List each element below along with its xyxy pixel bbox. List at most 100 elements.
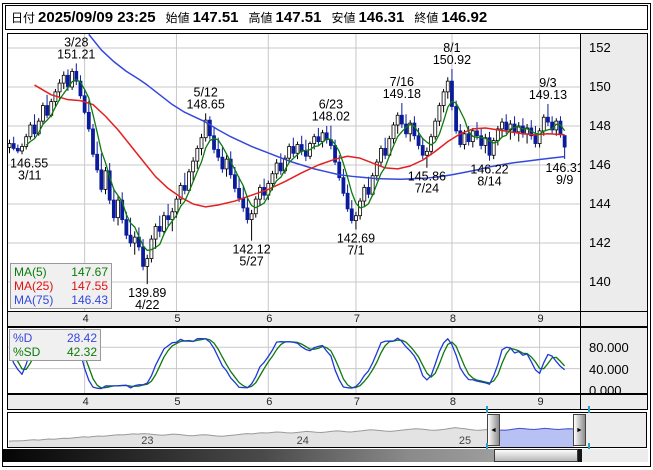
price-chart-panel[interactable]: 3/28 151.21 146.55 3/11 139.89 4/22 5/12 148.65…: [7, 33, 584, 312]
candle-body: [383, 148, 388, 156]
high-label: 高値: [248, 11, 273, 25]
candle-body: [141, 246, 145, 267]
price-annotation: 146.22: [470, 163, 508, 177]
candle-body: [107, 170, 112, 201]
candle-body: [99, 169, 104, 190]
candle-body: [74, 71, 79, 82]
candle-body: [349, 208, 354, 221]
candle-body: [445, 80, 450, 93]
price-annotation: 149.18: [383, 87, 421, 101]
year-label: 25: [459, 435, 471, 447]
candle-body: [170, 211, 175, 221]
candle-body: [20, 146, 24, 152]
price-annotation: 7/24: [415, 182, 439, 196]
navigator-area: [9, 427, 574, 447]
selection-tick-top-right: [588, 406, 590, 413]
candle-body: [199, 137, 204, 149]
candle-body: [120, 199, 125, 221]
navigator-chart: 23 24 25: [8, 427, 575, 447]
candle-body: [316, 136, 321, 142]
month-label: 7: [353, 313, 360, 325]
candle-body: [216, 149, 221, 158]
candle-body: [274, 162, 279, 175]
stochastic-axis: 80.000 40.000 0.000: [580, 327, 648, 398]
open-label: 始値: [165, 11, 190, 25]
percent-d-line: [8, 337, 566, 390]
candle-body: [303, 150, 308, 157]
candle-body: [354, 215, 358, 221]
candle-body: [487, 137, 492, 156]
stochastic-axis-tick: 80.000: [589, 340, 629, 356]
price-axis-tick: 142: [589, 235, 611, 250]
candle-body: [45, 105, 49, 116]
ma25-value: 147.55: [71, 279, 108, 293]
price-annotation: 4/22: [135, 298, 159, 311]
ma5-line: [25, 78, 566, 252]
stochastic-panel[interactable]: %D 28.42 %SD 42.32: [7, 327, 581, 394]
navigator-selection-area: [500, 428, 574, 447]
month-label: 4: [82, 396, 89, 408]
candle-body: [103, 170, 108, 190]
candle-body: [416, 135, 421, 146]
ma75-value: 146.43: [71, 293, 108, 307]
year-label: 24: [297, 435, 309, 447]
scrollbar-thumb[interactable]: [494, 449, 578, 462]
ma5-value: 147.67: [71, 265, 108, 279]
candle-body: [220, 156, 225, 170]
candle-body: [395, 114, 400, 126]
price-annotation: 3/28: [64, 35, 88, 49]
candle-body: [249, 213, 254, 220]
candle-body: [475, 130, 479, 137]
percent-d-label: %D: [13, 331, 33, 345]
candle-body: [541, 116, 546, 132]
year-label: 23: [141, 435, 153, 447]
candle-body: [82, 95, 87, 113]
candle-body: [232, 174, 237, 189]
price-annotation: 5/12: [194, 85, 218, 99]
candle-body: [182, 185, 187, 191]
candle-body: [491, 140, 496, 156]
price-axis: 152 150 148 146 144 142 140: [580, 33, 648, 312]
candle-body: [207, 119, 212, 137]
candle-body: [174, 198, 179, 213]
selection-tick-bottom-left: [486, 443, 488, 451]
candle-body: [466, 133, 471, 143]
candle-body: [291, 146, 296, 154]
ma-legend: MA(5) 147.67 MA(25) 147.55 MA(75) 146.43: [10, 263, 112, 309]
navigator-line: [8, 427, 575, 442]
percent-sd-value: 42.32: [66, 345, 97, 359]
price-annotation: 149.13: [529, 88, 567, 102]
price-axis-tick: 152: [589, 40, 611, 55]
candle-body: [157, 226, 162, 232]
candle-body: [454, 106, 459, 132]
candle-body: [420, 145, 425, 156]
candle-body: [399, 114, 404, 125]
candle-body: [462, 133, 467, 145]
candle-body: [312, 136, 317, 144]
close-label: 終値: [414, 11, 439, 25]
price-axis-tick: 144: [589, 196, 611, 211]
month-label: 6: [266, 313, 273, 325]
history-navigator[interactable]: 23 24 25 ◄ ►: [7, 412, 647, 448]
price-annotation: 8/14: [477, 175, 501, 189]
price-annotation: 7/1: [347, 244, 364, 258]
price-annotation: 3/11: [18, 168, 41, 182]
candle-body: [212, 135, 216, 150]
range-left-handle[interactable]: ◄: [487, 414, 500, 446]
quote-header: 日付 2025/09/09 23:25 始値 147.51 高値 147.51 …: [5, 5, 648, 30]
date-axis-main: 4 5 6 7 8 9: [7, 311, 648, 327]
candle-body: [437, 105, 442, 122]
axis-seam: [580, 395, 581, 409]
price-annotation: 139.89: [128, 286, 166, 300]
price-annotation: 142.12: [232, 243, 270, 257]
scrollbar-endcap: [578, 449, 582, 462]
candle-body: [153, 226, 158, 240]
range-right-handle[interactable]: ►: [573, 414, 586, 446]
horizontal-scrollbar[interactable]: [3, 449, 582, 462]
candle-body: [412, 122, 417, 137]
candle-body: [224, 158, 229, 170]
month-label: 6: [266, 396, 273, 408]
candle-body: [86, 111, 91, 130]
date-axis-stochastic: 4 5 6 7 8 9: [7, 394, 648, 410]
candle-body: [57, 82, 62, 93]
